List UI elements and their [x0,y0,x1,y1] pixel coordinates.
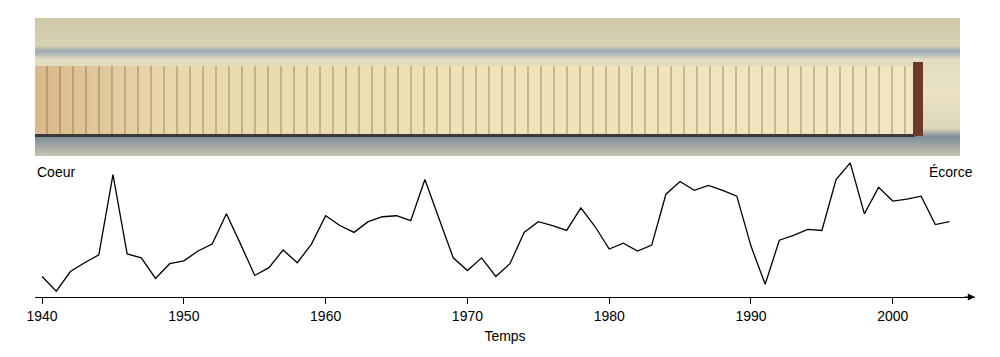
svg-text:2000: 2000 [877,308,908,324]
svg-text:Coeur: Coeur [37,164,75,180]
svg-text:1980: 1980 [594,308,625,324]
svg-text:Écorce: Écorce [929,164,973,180]
svg-text:Temps: Temps [484,328,525,344]
svg-text:1950: 1950 [168,308,199,324]
svg-text:1990: 1990 [735,308,766,324]
svg-text:1940: 1940 [27,308,58,324]
svg-text:1960: 1960 [310,308,341,324]
svg-text:1970: 1970 [452,308,483,324]
